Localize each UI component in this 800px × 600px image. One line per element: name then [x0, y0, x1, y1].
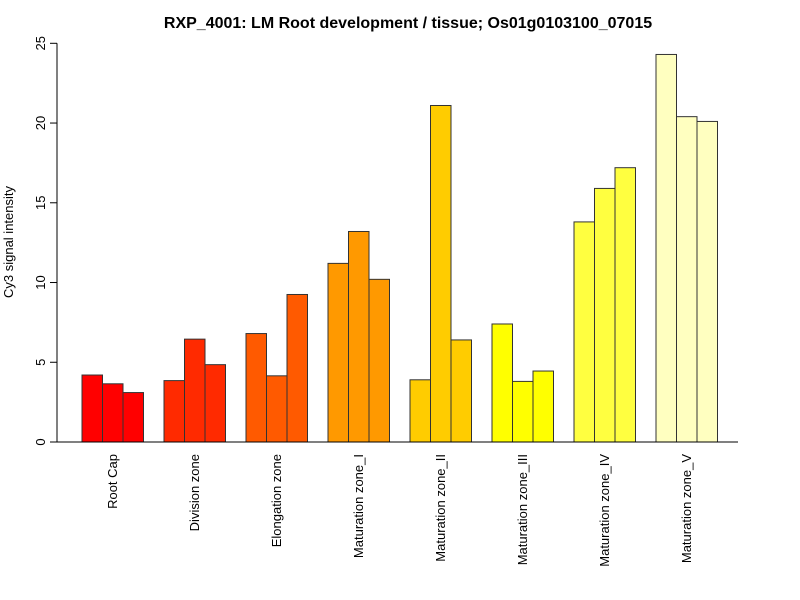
bar	[348, 230, 370, 443]
x-category-label: Maturation zone_III	[515, 454, 530, 565]
bar	[122, 392, 144, 443]
y-tick-label: 0	[33, 438, 48, 445]
x-category-label: Maturation zone_IV	[597, 454, 612, 567]
bar	[266, 375, 288, 443]
y-tick-label: 10	[33, 275, 48, 289]
y-axis-label: Cy3 signal intensity	[1, 186, 16, 298]
bar	[594, 187, 616, 443]
y-tick-label: 25	[33, 36, 48, 50]
x-category-label: Maturation zone_II	[433, 454, 448, 562]
bar	[368, 278, 390, 443]
bar	[655, 53, 677, 443]
bar	[102, 383, 124, 443]
bar	[491, 323, 513, 443]
bar	[286, 293, 308, 443]
bar	[430, 104, 452, 443]
x-category-label: Maturation zone_I	[351, 454, 366, 558]
bar	[204, 364, 226, 443]
bar	[696, 120, 718, 443]
bar	[409, 379, 431, 443]
bar	[512, 380, 534, 443]
y-axis: 0 5 10 15 20 25	[33, 36, 58, 446]
x-category-label: Division zone	[187, 454, 202, 531]
x-category-label: Maturation zone_V	[679, 454, 694, 563]
y-tick-label: 20	[33, 116, 48, 130]
bar	[450, 339, 472, 443]
bar	[573, 221, 595, 443]
bar	[81, 374, 103, 443]
x-category-label: Elongation zone	[269, 454, 284, 547]
bar	[532, 370, 554, 443]
bar	[676, 116, 698, 443]
chart-title: RXP_4001: LM Root development / tissue; …	[164, 15, 652, 32]
bar	[327, 262, 349, 443]
bar	[184, 338, 206, 443]
bar	[614, 167, 636, 443]
x-category-label: Root Cap	[105, 454, 120, 509]
bar	[245, 333, 267, 443]
y-tick-label: 5	[33, 359, 48, 366]
bar	[163, 380, 185, 443]
bars	[81, 53, 718, 443]
y-tick-label: 15	[33, 196, 48, 210]
x-axis-labels: Root Cap Division zone Elongation zone Matu…	[105, 454, 694, 567]
